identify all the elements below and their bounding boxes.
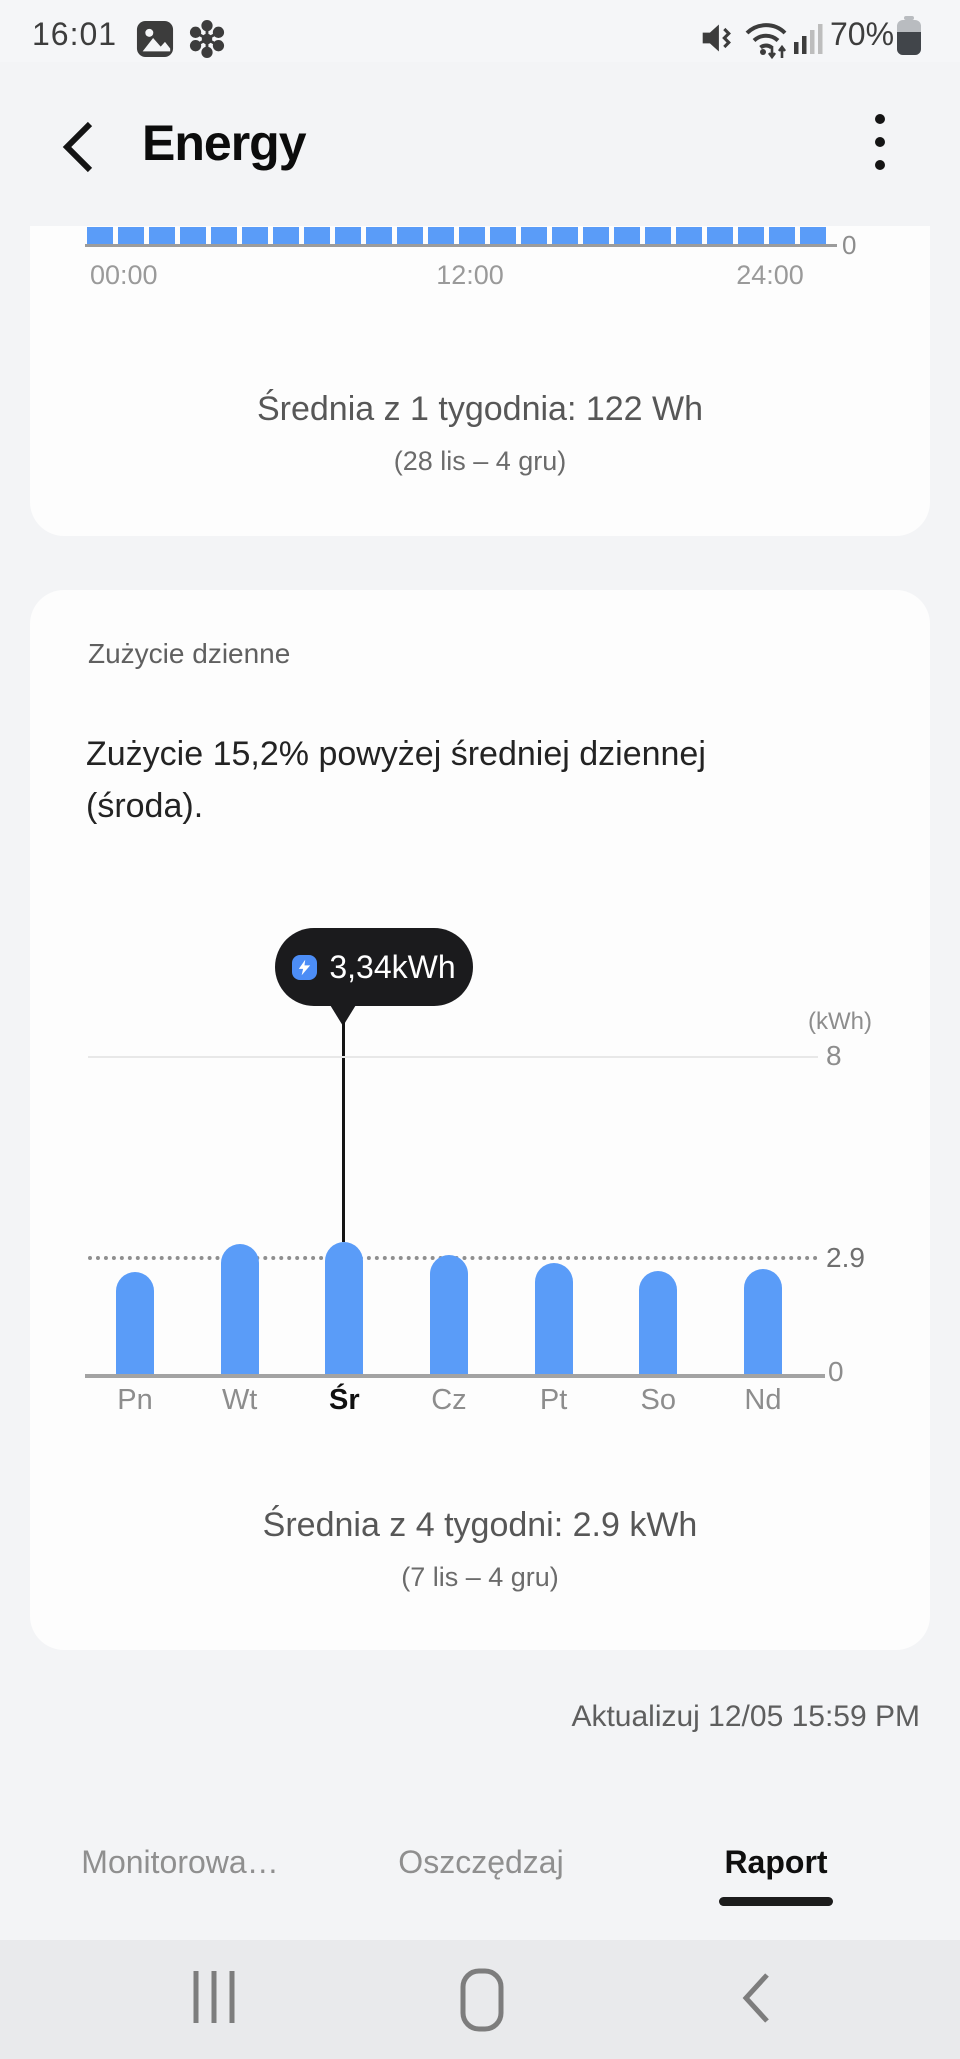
hour-bar[interactable]	[459, 227, 485, 244]
tooltip-value: 3,34kWh	[329, 948, 456, 985]
android-nav-bar	[0, 1940, 960, 2059]
energy-bolt-icon	[292, 954, 318, 980]
day-bar-Nd[interactable]	[743, 1269, 782, 1374]
day-label-Pn[interactable]: Pn	[117, 1384, 153, 1416]
hour-bar[interactable]	[800, 227, 826, 244]
day-bar-Pn[interactable]	[116, 1272, 154, 1374]
hour-bar[interactable]	[87, 227, 113, 244]
day-bar-Śr[interactable]	[325, 1242, 364, 1374]
gridline-8	[88, 1056, 818, 1058]
hour-bar[interactable]	[428, 227, 454, 244]
hourly-x-axis	[85, 244, 837, 247]
tab-label: Raport	[724, 1844, 828, 1880]
hourly-usage-card: 0 00:00 12:00 24:00 Średnia z 1 tygodnia…	[30, 226, 930, 536]
monthly-average-label: Średnia z 4 tygodni: 2.9 kWh	[262, 1506, 698, 1544]
day-bar-Wt[interactable]	[220, 1244, 259, 1374]
day-label-Cz[interactable]: Cz	[431, 1384, 467, 1416]
hour-bar[interactable]	[521, 227, 547, 244]
hour-bar[interactable]	[614, 227, 640, 244]
page-title: Energy	[142, 115, 307, 171]
section-title: Zużycie dzienne	[88, 638, 291, 669]
day-label-So[interactable]: So	[640, 1384, 677, 1416]
usage-headline: Zużycie 15,2% powyżej średniej dziennej …	[86, 728, 896, 832]
hourly-ytick-zero: 0	[842, 230, 857, 260]
wifi-icon	[742, 18, 790, 65]
hour-bar[interactable]	[738, 227, 764, 244]
usage-headline-line1: Zużycie 15,2% powyżej średniej dziennej	[86, 735, 706, 773]
day-bar-Pt[interactable]	[534, 1263, 573, 1374]
daily-ytick-zero: 0	[828, 1356, 844, 1387]
hour-bar[interactable]	[242, 227, 268, 244]
active-tab-underline	[719, 1897, 833, 1906]
hour-bar[interactable]	[676, 227, 702, 244]
hour-bar[interactable]	[118, 227, 144, 244]
back-icon[interactable]	[740, 1972, 772, 2029]
hour-bar[interactable]	[366, 227, 392, 244]
battery-icon	[896, 16, 922, 61]
tab-label: Monitorowa…	[81, 1844, 279, 1880]
smartthings-icon	[186, 18, 228, 65]
hour-bar[interactable]	[769, 227, 795, 244]
usage-headline-line2: (środa).	[86, 787, 204, 825]
last-updated-label[interactable]: Aktualizuj 12/05 15:59 PM	[571, 1700, 920, 1733]
recents-icon[interactable]	[190, 1968, 238, 2031]
hourly-xtick-1200: 12:00	[436, 260, 504, 290]
status-bar: 16:01	[0, 0, 960, 62]
hour-bar[interactable]	[707, 227, 733, 244]
hour-bar[interactable]	[583, 227, 609, 244]
vibrate-icon	[700, 20, 736, 61]
day-label-Śr[interactable]: Śr	[328, 1384, 360, 1416]
gallery-icon	[136, 20, 174, 63]
ytick-8: 8	[826, 1040, 842, 1071]
hour-bar[interactable]	[645, 227, 671, 244]
hour-bar[interactable]	[149, 227, 175, 244]
ytick-average: 2.9	[826, 1242, 865, 1273]
tooltip-pointer	[327, 1000, 359, 1026]
hourly-xtick-0000: 00:00	[90, 260, 158, 290]
tooltip-connector-line	[342, 1022, 345, 1242]
daily-usage-card: Zużycie dzienne Zużycie 15,2% powyżej śr…	[30, 590, 930, 1650]
hour-bar[interactable]	[552, 227, 578, 244]
daily-x-axis	[85, 1374, 825, 1378]
tab-oszczedzaj[interactable]: Oszczędzaj	[398, 1844, 563, 1881]
weekly-average-label: Średnia z 1 tygodnia: 122 Wh	[256, 390, 704, 428]
tab-label: Oszczędzaj	[398, 1844, 564, 1880]
battery-percent: 70%	[830, 16, 895, 52]
hourly-bar-chart	[87, 227, 832, 244]
day-labels-row: Pn Wt Śr Cz Pt So Nd	[30, 1384, 930, 1420]
more-options-icon[interactable]	[874, 114, 886, 178]
hour-bar[interactable]	[273, 227, 299, 244]
weekly-date-range: (28 lis – 4 gru)	[393, 446, 567, 476]
clock: 16:01	[32, 16, 118, 52]
monthly-date-range: (7 lis – 4 gru)	[401, 1562, 559, 1592]
day-label-Wt[interactable]: Wt	[221, 1384, 258, 1416]
hourly-xtick-2400: 24:00	[736, 260, 804, 290]
value-tooltip: 3,34kWh	[275, 928, 473, 1006]
day-label-Pt[interactable]: Pt	[539, 1384, 568, 1416]
hour-bar[interactable]	[397, 227, 423, 244]
hour-bar[interactable]	[335, 227, 361, 244]
bottom-tab-bar: Monitorowa… Oszczędzaj Raport	[0, 1830, 960, 1920]
y-axis-unit: (kWh)	[808, 1008, 872, 1035]
back-icon[interactable]	[60, 120, 96, 174]
day-label-Nd[interactable]: Nd	[744, 1384, 782, 1416]
tab-monitorowanie[interactable]: Monitorowa…	[81, 1844, 278, 1881]
tab-raport[interactable]: Raport	[719, 1844, 833, 1906]
hour-bar[interactable]	[304, 227, 330, 244]
hour-bar[interactable]	[180, 227, 206, 244]
hour-bar[interactable]	[211, 227, 237, 244]
signal-icon	[794, 22, 824, 59]
home-icon[interactable]	[460, 1968, 504, 2037]
day-bar-So[interactable]	[639, 1271, 678, 1374]
hour-bar[interactable]	[490, 227, 516, 244]
daily-bar-chart	[85, 1008, 823, 1374]
day-bar-Cz[interactable]	[429, 1255, 468, 1374]
